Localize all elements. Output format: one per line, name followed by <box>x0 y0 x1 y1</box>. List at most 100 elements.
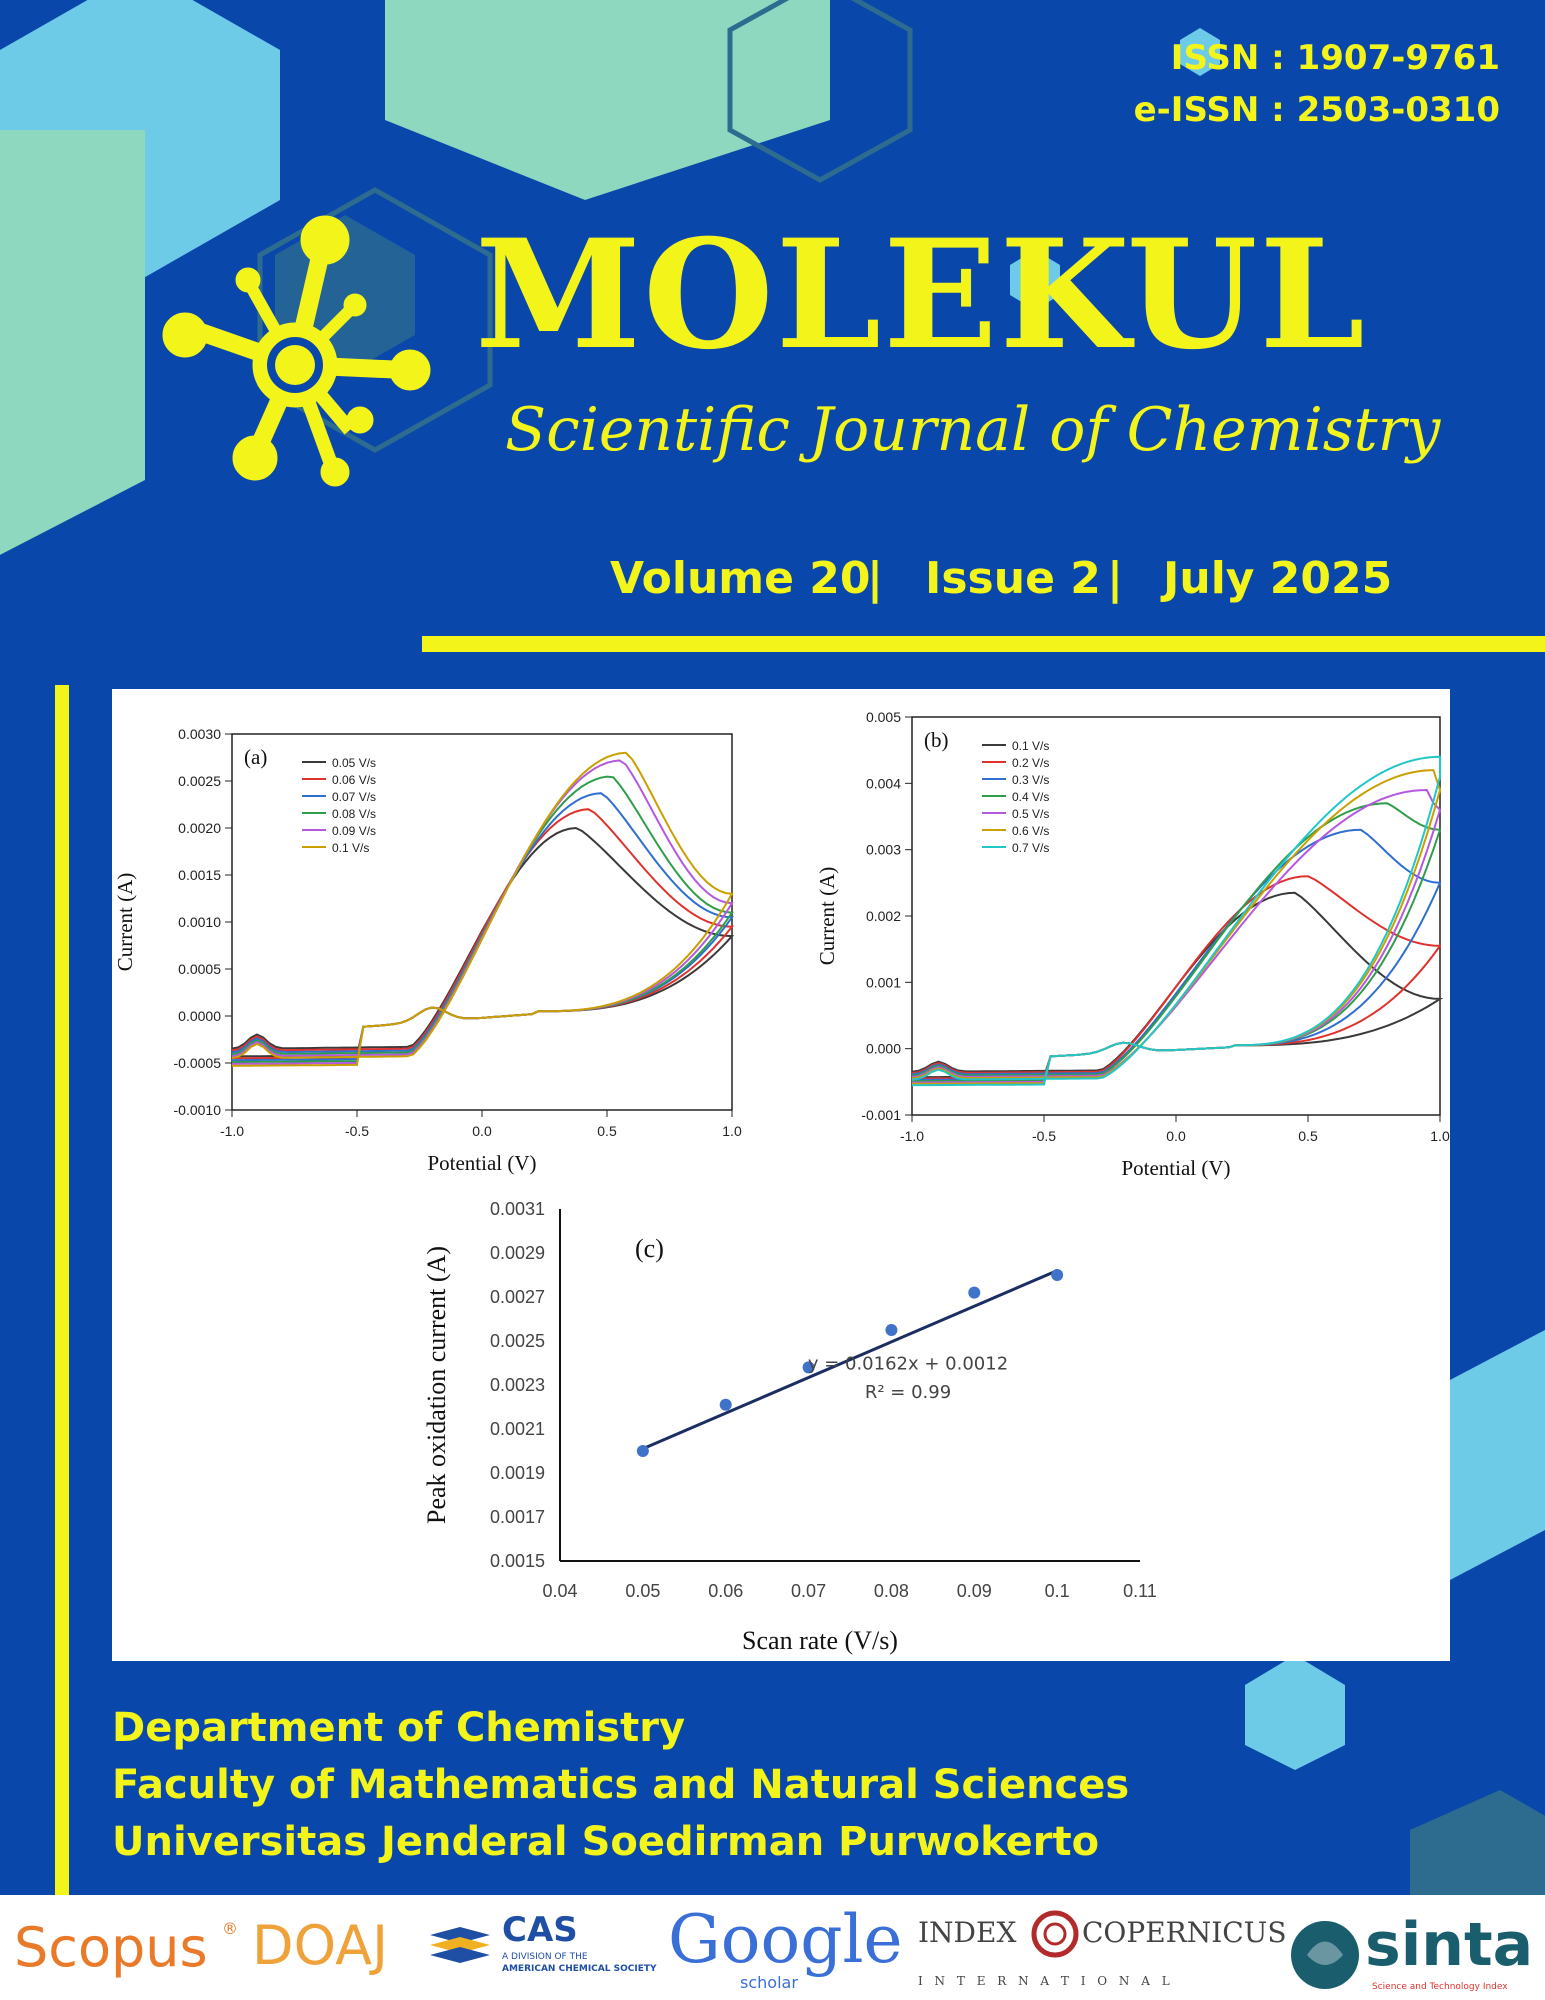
x-tick-label: 0.0 <box>472 1123 492 1139</box>
trendline <box>642 1269 1058 1451</box>
x-tick-label: 0.11 <box>1123 1581 1157 1601</box>
y-tick-label: 0.0023 <box>490 1375 545 1395</box>
hexagon-shape <box>1010 250 1060 310</box>
y-axis-label: Current (A) <box>815 867 839 966</box>
index-copernicus-international: I N T E R N A T I O N A L <box>918 1974 1174 1988</box>
affiliation-department: Department of Chemistry <box>112 1705 686 1751</box>
journal-subtitle: Scientific Journal of Chemistry <box>505 395 1441 465</box>
y-tick-label: 0.0025 <box>490 1331 545 1351</box>
x-tick-label: 0.5 <box>1298 1128 1318 1144</box>
hexagon-shape <box>1245 1655 1345 1770</box>
issue-label: Issue 2 <box>925 553 1101 604</box>
legend-label: 0.2 V/s <box>1012 756 1049 770</box>
hexagon-shape <box>385 0 830 200</box>
legend-label: 0.4 V/s <box>1012 790 1049 804</box>
y-tick-label: 0.0015 <box>490 1551 545 1571</box>
plot-frame <box>911 716 1441 1116</box>
y-tick-label: -0.0005 <box>174 1055 222 1071</box>
issn-label: ISSN : 1907-9761 <box>1170 38 1500 78</box>
doaj-logo: DOAJ <box>252 1914 389 1977</box>
y-tick-label: 0.002 <box>866 908 901 924</box>
indexing-logos: Scopus ® DOAJ CAS A DIVISION OF THE AMER… <box>0 1895 1545 2000</box>
eissn-label: e-ISSN : 2503-0310 <box>1133 90 1500 130</box>
fit-equation: y = 0.0162x + 0.0012 <box>808 1354 1008 1375</box>
legend-label: 0.09 V/s <box>332 824 376 838</box>
cas-subtitle-1: A DIVISION OF THE <box>502 1952 588 1962</box>
legend-label: 0.3 V/s <box>1012 773 1049 787</box>
y-tick-label: 0.0000 <box>178 1008 221 1024</box>
x-tick-label: 0.06 <box>708 1581 743 1601</box>
fit-r2: R² = 0.99 <box>865 1382 951 1403</box>
hexagon-shape <box>257 187 493 453</box>
molecule-icon <box>162 215 431 487</box>
data-point <box>885 1324 898 1336</box>
legend-label: 0.1 V/s <box>1012 739 1049 753</box>
separator: | <box>867 553 884 604</box>
legend-label: 0.07 V/s <box>332 790 376 804</box>
affiliation-faculty: Faculty of Mathematics and Natural Scien… <box>112 1762 1130 1808</box>
x-tick-label: 0.04 <box>542 1581 577 1601</box>
legend-label: 0.05 V/s <box>332 756 376 770</box>
cas-icon <box>430 1927 490 1963</box>
panel-label: (a) <box>244 745 267 769</box>
y-tick-label: 0.003 <box>866 842 901 858</box>
separator: | <box>1107 553 1124 604</box>
copernicus-icon <box>1031 1910 1079 1958</box>
volume-label: Volume 20 <box>610 553 871 604</box>
data-point <box>802 1361 815 1374</box>
index-copernicus-copernicus: COPERNICUS <box>1082 1916 1287 1949</box>
x-tick-label: 0.5 <box>597 1123 617 1139</box>
x-tick-label: 1.0 <box>1430 1128 1450 1144</box>
y-tick-label: 0.0030 <box>178 726 221 742</box>
sinta-icon <box>1291 1921 1359 1989</box>
data-point <box>968 1286 981 1299</box>
divider-line <box>422 636 1545 652</box>
hexagon-shape <box>1450 1330 1545 1580</box>
x-tick-label: 0.0 <box>1166 1128 1186 1144</box>
x-tick-label: -0.5 <box>345 1123 369 1139</box>
x-tick-label: 0.1 <box>1045 1581 1070 1601</box>
hexagon-shape <box>1410 1790 1545 1900</box>
x-tick-label: 1.0 <box>722 1123 742 1139</box>
y-tick-label: 0.0015 <box>178 867 221 883</box>
y-axis-label: Current (A) <box>113 873 137 972</box>
y-tick-label: 0.0025 <box>178 773 221 789</box>
data-point <box>1051 1269 1064 1281</box>
legend-label: 0.06 V/s <box>332 773 376 787</box>
x-tick-label: 0.05 <box>625 1581 660 1601</box>
series-line <box>911 788 1442 1084</box>
panel-label: (c) <box>635 1234 664 1263</box>
series-line <box>911 755 1441 1087</box>
cas-logo: CAS <box>502 1910 578 1950</box>
y-tick-label: 0.001 <box>866 974 901 990</box>
series-line <box>231 792 734 1062</box>
scopus-registered-mark: ® <box>222 1919 238 1938</box>
y-tick-label: 0.0005 <box>178 961 221 977</box>
x-axis-label: Potential (V) <box>1121 1156 1230 1180</box>
x-tick-label: 0.08 <box>874 1581 909 1601</box>
series-line <box>911 828 1442 1081</box>
y-tick-label: 0.0029 <box>490 1243 545 1263</box>
google-scholar-subtitle: scholar <box>740 1973 798 1992</box>
x-tick-label: 0.07 <box>791 1581 826 1601</box>
date-label: July 2025 <box>1163 553 1393 604</box>
legend-label: 0.7 V/s <box>1012 841 1049 855</box>
y-tick-label: 0.0019 <box>490 1463 545 1483</box>
sinta-logo: sinta <box>1365 1910 1534 1980</box>
series-line <box>911 769 1442 1085</box>
cas-subtitle-2: AMERICAN CHEMICAL SOCIETY <box>502 1964 657 1974</box>
y-tick-label: 0.0010 <box>178 914 221 930</box>
legend-label: 0.08 V/s <box>332 807 376 821</box>
y-tick-label: 0.0021 <box>490 1419 545 1439</box>
data-point <box>636 1445 649 1457</box>
x-tick-label: -1.0 <box>220 1123 244 1139</box>
cv-figure: -1.0 -0.5 0.0 0.5 1.0 -0.0010 -0.0005 0.0000 0.0… <box>113 709 1450 1655</box>
x-tick-label: 0.09 <box>957 1581 992 1601</box>
y-tick-label: 0.0020 <box>178 820 221 836</box>
data-point <box>719 1398 732 1411</box>
affiliation-university: Universitas Jenderal Soedirman Purwokert… <box>112 1819 1100 1865</box>
y-axis-label: Peak oxidation current (A) <box>422 1246 451 1524</box>
panel-label: (b) <box>924 728 949 752</box>
x-tick-label: -0.5 <box>1032 1128 1056 1144</box>
y-tick-label: 0.005 <box>866 709 901 725</box>
